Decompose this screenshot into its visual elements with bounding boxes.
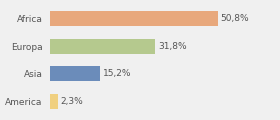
Text: 2,3%: 2,3% <box>60 97 83 106</box>
Bar <box>50 11 218 26</box>
Bar <box>50 94 58 109</box>
Bar <box>50 39 155 54</box>
Text: 31,8%: 31,8% <box>158 42 186 51</box>
Text: 50,8%: 50,8% <box>220 14 249 23</box>
Bar <box>50 66 101 81</box>
Text: 15,2%: 15,2% <box>103 69 132 78</box>
